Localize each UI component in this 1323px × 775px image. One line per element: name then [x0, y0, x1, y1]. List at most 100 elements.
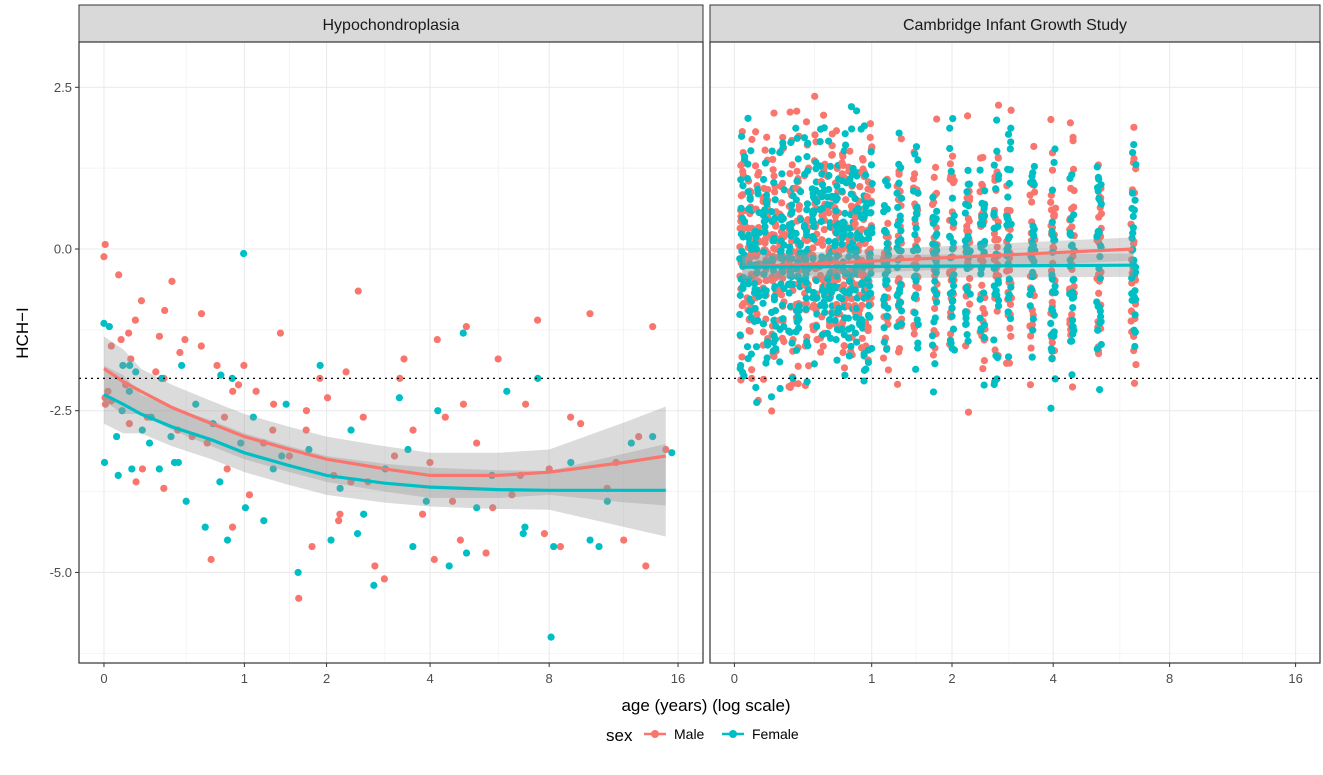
- data-point-male: [895, 344, 904, 353]
- data-point-female: [994, 302, 1003, 310]
- data-point-male: [910, 330, 918, 338]
- data-point-female: [912, 244, 921, 252]
- data-point-female: [862, 365, 870, 373]
- data-point-female: [845, 352, 853, 360]
- facet-strip-title: Cambridge Infant Growth Study: [903, 17, 1127, 34]
- data-point-female: [809, 288, 818, 297]
- data-point-male: [176, 348, 184, 357]
- data-point-female: [126, 361, 134, 370]
- data-point-female: [737, 176, 745, 184]
- data-point-female: [241, 504, 250, 512]
- data-point-female: [848, 324, 856, 332]
- data-point-female: [962, 320, 970, 328]
- data-point-female: [1093, 163, 1101, 171]
- data-point-female: [1129, 224, 1137, 232]
- data-point-female: [846, 243, 854, 251]
- data-point-female: [978, 212, 986, 221]
- data-point-female: [792, 328, 800, 336]
- data-point-female: [1068, 294, 1076, 302]
- data-point-female: [851, 329, 860, 337]
- data-point-female: [445, 562, 453, 570]
- data-point-female: [158, 374, 166, 382]
- smooth-line-female: [742, 263, 1134, 269]
- data-point-female: [852, 304, 861, 312]
- data-point-female: [847, 342, 855, 350]
- data-point-female: [736, 331, 744, 339]
- data-point-female: [1066, 230, 1074, 239]
- data-point-female: [769, 267, 778, 275]
- data-point-female: [817, 217, 825, 226]
- data-point-female: [760, 270, 768, 278]
- data-point-male: [302, 426, 310, 434]
- data-point-female: [1129, 229, 1137, 237]
- data-point-male: [910, 175, 918, 183]
- data-point-male: [380, 575, 388, 583]
- data-point-male: [964, 215, 972, 223]
- data-point-female: [864, 234, 873, 242]
- data-point-female: [825, 137, 833, 145]
- data-point-male: [117, 335, 125, 344]
- data-point-female: [1050, 158, 1058, 167]
- data-point-female: [852, 247, 860, 255]
- data-point-female: [1004, 308, 1012, 316]
- panel-border: [709, 41, 1321, 664]
- data-point-male: [302, 407, 311, 415]
- data-point-female: [739, 233, 747, 241]
- data-point-male: [409, 426, 417, 434]
- data-point-male: [567, 413, 575, 421]
- data-point-female: [949, 282, 958, 290]
- data-point-female: [754, 316, 762, 325]
- data-point-male: [748, 366, 756, 374]
- legend-label-female: Female: [752, 726, 799, 742]
- data-point-female: [770, 316, 779, 324]
- data-point-female: [114, 471, 122, 480]
- data-point-female: [779, 139, 787, 147]
- data-point-male: [786, 382, 794, 390]
- data-point-female: [792, 229, 800, 238]
- data-point-male: [152, 368, 160, 376]
- data-point-female: [1070, 275, 1078, 283]
- data-point-male: [793, 107, 801, 115]
- data-point-female: [864, 311, 873, 319]
- data-point-female: [762, 191, 771, 199]
- data-point-female: [881, 177, 890, 185]
- data-point-female: [932, 215, 940, 223]
- data-point-male: [759, 375, 768, 383]
- data-point-female: [776, 148, 784, 157]
- data-point-female: [779, 268, 787, 276]
- data-point-female: [462, 549, 471, 557]
- data-point-male: [751, 162, 760, 170]
- data-point-male: [933, 115, 941, 123]
- data-point-female: [778, 170, 786, 178]
- data-point-female: [841, 141, 850, 149]
- data-point-female: [809, 254, 817, 263]
- data-point-female: [809, 209, 817, 217]
- data-point-female: [801, 267, 809, 275]
- data-point-female: [1003, 214, 1011, 222]
- data-point-female: [862, 171, 870, 179]
- data-point-female: [1069, 323, 1077, 331]
- data-point-female: [1095, 195, 1103, 203]
- data-point-female: [550, 542, 558, 551]
- data-point-female: [768, 147, 776, 155]
- data-point-female: [178, 361, 186, 370]
- data-point-female: [963, 331, 971, 339]
- data-point-female: [1029, 268, 1037, 277]
- data-point-male: [1047, 198, 1055, 206]
- data-point-male: [489, 504, 497, 512]
- data-point-female: [1131, 328, 1139, 336]
- data-point-female: [816, 162, 824, 170]
- data-point-female: [595, 542, 603, 551]
- data-point-female: [897, 307, 906, 315]
- data-point-female: [981, 187, 989, 195]
- data-point-female: [990, 209, 998, 217]
- data-point-male: [125, 420, 133, 428]
- data-point-female: [864, 358, 873, 367]
- data-point-female: [746, 307, 754, 315]
- data-point-female: [744, 114, 752, 122]
- data-point-female: [845, 253, 853, 261]
- data-point-female: [1029, 326, 1037, 334]
- data-point-male: [864, 185, 872, 193]
- data-point-male: [864, 323, 872, 331]
- data-point-female: [838, 240, 846, 248]
